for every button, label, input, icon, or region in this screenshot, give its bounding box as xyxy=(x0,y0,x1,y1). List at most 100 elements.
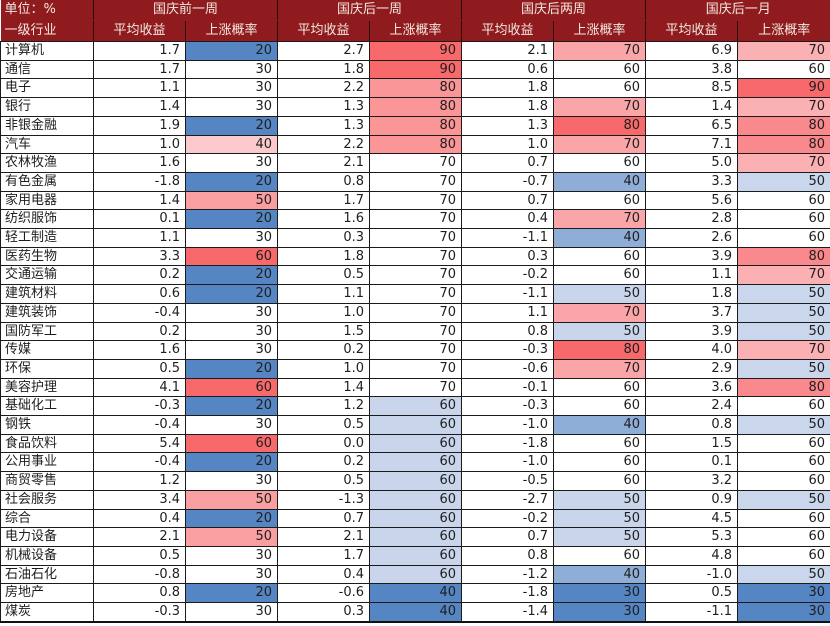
avg-return-cell: 2.9 xyxy=(645,358,739,379)
win-rate-cell: 70 xyxy=(553,97,647,117)
win-rate-cell: 20 xyxy=(184,358,279,379)
win-rate-cell: 60 xyxy=(553,265,647,286)
industry-row: 家用电器 1.4 50 1.7 70 0.7 60 5.6 60 xyxy=(0,190,830,211)
avg-return-cell: -1.0 xyxy=(461,452,555,473)
industry-name: 综合 xyxy=(0,508,94,529)
win-rate-cell: 50 xyxy=(737,415,830,435)
win-rate-cell: 60 xyxy=(553,396,647,417)
win-rate-cell: 80 xyxy=(369,115,463,136)
win-rate-cell: 30 xyxy=(184,602,279,623)
industry-row: 有色金属 -1.8 20 0.8 70 -0.7 40 3.3 50 xyxy=(0,171,830,192)
industry-name: 电力设备 xyxy=(0,527,94,547)
win-rate-cell: 30 xyxy=(737,583,830,604)
avg-return-cell: 1.8 xyxy=(461,78,555,99)
win-rate-cell: 30 xyxy=(184,340,279,360)
win-rate-cell: 20 xyxy=(184,209,279,230)
avg-return-cell: 0.7 xyxy=(461,153,555,173)
win-rate-cell: 50 xyxy=(737,302,830,323)
avg-return-cell: 1.8 xyxy=(277,59,371,80)
win-rate-cell: 50 xyxy=(553,527,647,547)
avg-return-cell: 1.8 xyxy=(461,97,555,117)
avg-return-cell: 0.4 xyxy=(461,209,555,230)
avg-return-cell: 1.3 xyxy=(277,115,371,136)
avg-return-cell: 1.1 xyxy=(645,265,739,286)
avg-return-cell: 3.9 xyxy=(645,246,739,267)
avg-return-cell: 0.5 xyxy=(277,415,371,435)
industry-row: 汽车 1.0 40 2.2 80 1.0 70 7.1 80 xyxy=(0,134,830,155)
avg-return-cell: 2.1 xyxy=(277,527,371,547)
win-rate-cell: 40 xyxy=(553,171,647,192)
avg-return-cell: 1.4 xyxy=(93,190,186,211)
win-rate-cell: 60 xyxy=(553,452,647,473)
avg-return-cell: 4.5 xyxy=(645,508,739,529)
avg-return-cell: -0.3 xyxy=(93,602,186,623)
industry-row: 美容护理 4.1 60 1.4 70 -0.1 60 3.6 80 xyxy=(0,377,830,398)
avg-return-cell: 2.1 xyxy=(93,527,186,547)
win-rate-cell: 30 xyxy=(184,59,279,80)
industry-row: 建筑材料 0.6 20 1.1 70 -1.1 50 1.8 50 xyxy=(0,284,830,304)
industry-row: 计算机 1.7 20 2.7 90 2.1 70 6.9 70 xyxy=(0,41,830,61)
win-rate-cell: 30 xyxy=(184,321,279,342)
industry-row: 房地产 0.8 20 -0.6 40 -1.8 30 0.5 30 xyxy=(0,583,830,604)
avg-return-cell: 2.6 xyxy=(645,228,739,248)
avg-return-cell: 2.2 xyxy=(277,134,371,155)
avg-return-cell: -1.1 xyxy=(645,602,739,623)
industry-row: 煤炭 -0.3 30 0.3 40 -1.4 30 -1.1 30 xyxy=(0,602,830,623)
win-rate-cell: 70 xyxy=(369,265,463,286)
win-rate-cell: 60 xyxy=(369,527,463,547)
avg-return-cell: 1.4 xyxy=(93,97,186,117)
win-rate-cell: 20 xyxy=(184,508,279,529)
win-rate-cell: 30 xyxy=(184,228,279,248)
avg-return-cell: 0.3 xyxy=(461,246,555,267)
avg-return-cell: 6.9 xyxy=(645,41,739,61)
avg-return-cell: -0.7 xyxy=(461,171,555,192)
industry-row: 非银金融 1.9 20 1.3 80 1.3 80 6.5 80 xyxy=(0,115,830,136)
industry-name: 基础化工 xyxy=(0,396,94,417)
avg-return-cell: -1.8 xyxy=(461,583,555,604)
industry-row: 机械设备 0.5 30 1.7 60 0.8 60 4.8 60 xyxy=(0,545,830,566)
avg-return-cell: 0.5 xyxy=(93,545,186,566)
avg-return-cell: 0.2 xyxy=(93,265,186,286)
avg-return-cell: 5.4 xyxy=(93,433,186,454)
win-rate-cell: 70 xyxy=(369,246,463,267)
industry-row: 纺织服饰 0.1 20 1.6 70 0.4 70 2.8 60 xyxy=(0,209,830,230)
win-rate-cell: 70 xyxy=(369,340,463,360)
industry-name: 公用事业 xyxy=(0,452,94,473)
avg-return-cell: -0.2 xyxy=(461,265,555,286)
avg-return-cell: 1.7 xyxy=(277,545,371,566)
avg-return-cell: 0.7 xyxy=(461,527,555,547)
avg-return-cell: 1.6 xyxy=(93,153,186,173)
avg-return-cell: 5.3 xyxy=(645,527,739,547)
industry-name: 电子 xyxy=(0,78,94,99)
avg-return-cell: -0.4 xyxy=(93,415,186,435)
avg-return-cell: 5.0 xyxy=(645,153,739,173)
win-rate-cell: 50 xyxy=(737,284,830,304)
industry-row: 建筑装饰 -0.4 30 1.0 70 1.1 70 3.7 50 xyxy=(0,302,830,323)
avg-return-cell: 6.5 xyxy=(645,115,739,136)
avg-return-cell: 1.3 xyxy=(461,115,555,136)
avg-return-cell: 0.0 xyxy=(277,433,371,454)
avg-return-cell: 2.1 xyxy=(277,153,371,173)
industry-row: 钢铁 -0.4 30 0.5 60 -1.0 40 0.8 50 xyxy=(0,415,830,435)
avg-return-cell: 4.8 xyxy=(645,545,739,566)
win-rate-header-post-month: 上涨概率 xyxy=(737,20,830,42)
win-rate-cell: 60 xyxy=(553,377,647,398)
win-rate-header-post-week: 上涨概率 xyxy=(369,20,463,42)
win-rate-cell: 50 xyxy=(553,284,647,304)
industry-name: 交通运输 xyxy=(0,265,94,286)
avg-return-cell: 2.8 xyxy=(645,209,739,230)
industry-name: 煤炭 xyxy=(0,602,94,623)
avg-return-cell: 1.1 xyxy=(93,228,186,248)
avg-return-cell: -1.8 xyxy=(93,171,186,192)
avg-return-cell: -1.1 xyxy=(461,228,555,248)
win-rate-cell: 30 xyxy=(184,545,279,566)
avg-return-cell: -0.4 xyxy=(93,452,186,473)
win-rate-cell: 50 xyxy=(737,358,830,379)
win-rate-cell: 60 xyxy=(737,433,830,454)
industry-name: 商贸零售 xyxy=(0,471,94,491)
win-rate-cell: 80 xyxy=(737,246,830,267)
industry-name: 通信 xyxy=(0,59,94,80)
avg-return-cell: -0.8 xyxy=(93,564,186,585)
win-rate-cell: 60 xyxy=(553,153,647,173)
